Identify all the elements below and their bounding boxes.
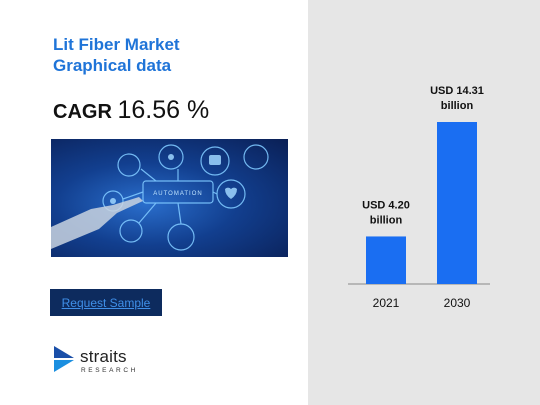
bar-2021 xyxy=(366,236,406,284)
straits-logo: straits RESEARCH xyxy=(52,344,162,378)
cagr-stat: CAGR 16.56 % xyxy=(53,96,209,125)
hero-image: AUTOMATION xyxy=(51,139,288,257)
straits-logo-icon xyxy=(54,346,74,372)
bar-chart: USD 4.20 billion 2021 USD 14.31 billion 2030 xyxy=(348,85,490,310)
automation-illustration: AUTOMATION xyxy=(51,144,269,251)
logo-name: straits xyxy=(80,347,127,366)
logo-subtitle: RESEARCH xyxy=(81,367,138,374)
bar-2030 xyxy=(437,122,477,284)
x-tick-2030: 2030 xyxy=(444,296,471,310)
page-title: Lit Fiber Market Graphical data xyxy=(53,35,180,75)
chart-panel xyxy=(308,0,540,405)
hero-caption: AUTOMATION xyxy=(153,191,202,197)
data-label-2021-line1: USD 4.20 xyxy=(362,199,410,211)
request-sample-button[interactable]: Request Sample xyxy=(50,289,162,316)
left-panel: Lit Fiber Market Graphical data CAGR 16.… xyxy=(50,35,288,378)
cagr-value: 16.56 % xyxy=(117,96,210,124)
cagr-label: CAGR xyxy=(53,101,118,123)
data-label-2021-line2: billion xyxy=(370,214,403,226)
data-label-2030-line2: billion xyxy=(441,100,474,112)
data-label-2030-line1: USD 14.31 xyxy=(430,85,484,97)
x-tick-2021: 2021 xyxy=(373,296,400,310)
